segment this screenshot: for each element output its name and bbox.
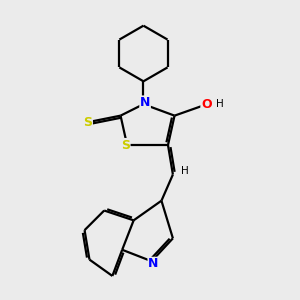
- Text: H: H: [217, 99, 224, 109]
- Text: S: S: [121, 139, 130, 152]
- Text: O: O: [201, 98, 211, 111]
- Text: H: H: [182, 166, 189, 176]
- Text: N: N: [140, 96, 150, 109]
- Text: S: S: [83, 116, 92, 129]
- Text: N: N: [148, 257, 158, 270]
